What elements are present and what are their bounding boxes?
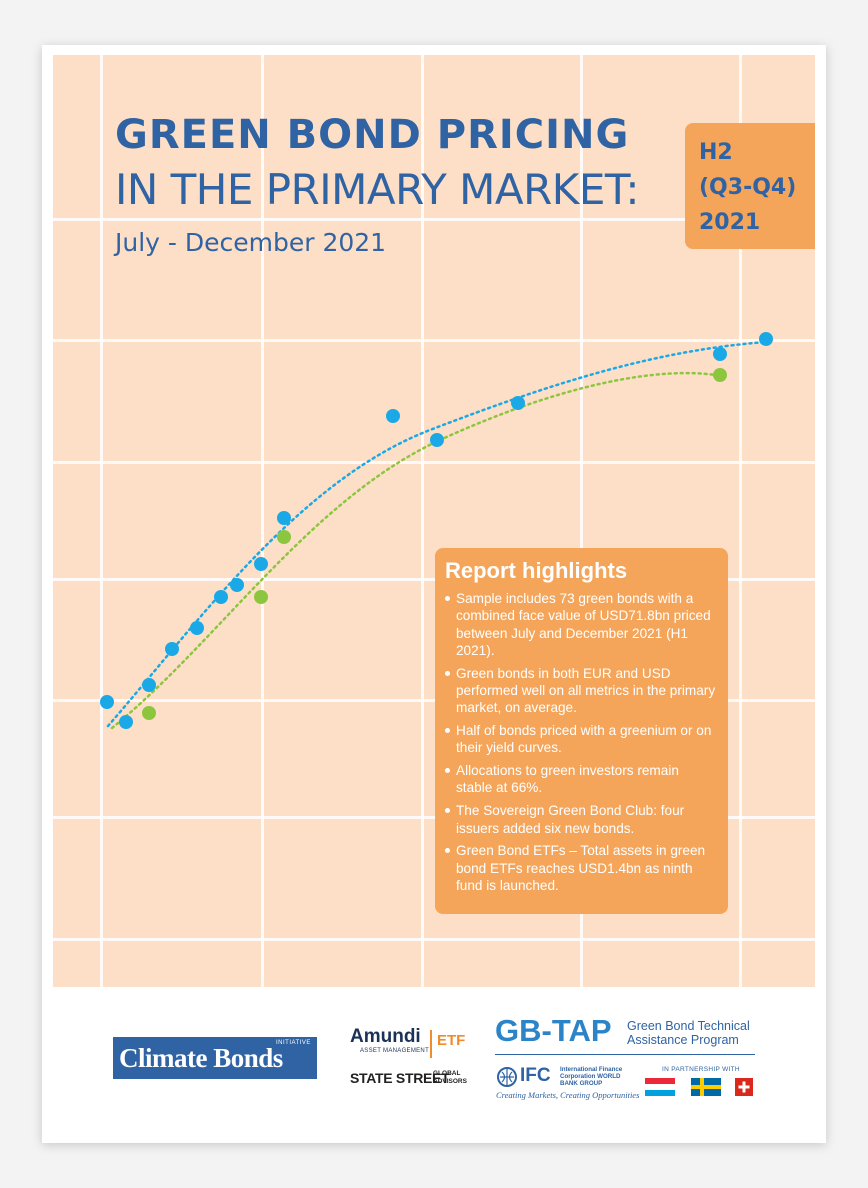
partnership-label: IN PARTNERSHIP WITH	[662, 1066, 740, 1073]
green-dot	[142, 706, 156, 720]
period-badge: H2 (Q3-Q4) 2021	[685, 123, 815, 249]
blue-dot	[511, 396, 525, 410]
amundi-subtitle: ASSET MANAGEMENT	[360, 1048, 430, 1054]
report-title-line2: IN THE PRIMARY MARKET:	[115, 165, 640, 214]
blue-dot	[713, 347, 727, 361]
grid-line	[53, 578, 815, 581]
green-dot	[713, 368, 727, 382]
highlight-item: Allocations to green investors remain st…	[445, 762, 716, 797]
divider	[495, 1054, 755, 1055]
period-half: H2	[699, 140, 733, 165]
grid-line	[53, 461, 815, 464]
highlight-item: Green Bond ETFs – Total assets in green …	[445, 842, 716, 894]
highlights-heading: Report highlights	[445, 558, 628, 583]
highlight-item: Green bonds in both EUR and USD performe…	[445, 665, 716, 717]
blue-dot	[100, 695, 114, 709]
logo-divider	[430, 1030, 432, 1058]
grid-line	[53, 938, 815, 941]
grid-line	[100, 55, 103, 987]
blue-dot	[119, 715, 133, 729]
blue-dot	[190, 621, 204, 635]
climate-bonds-initiative: INITIATIVE	[276, 1040, 311, 1046]
blue-dot	[165, 642, 179, 656]
report-highlights-box: Report highlights Sample includes 73 gre…	[435, 548, 728, 914]
highlight-item: Sample includes 73 green bonds with a co…	[445, 590, 716, 659]
grid-line	[739, 55, 742, 987]
gbtap-description: Green Bond Technical Assistance Program	[627, 1019, 750, 1047]
blue-dot	[386, 409, 400, 423]
blue-dot	[430, 433, 444, 447]
green-dot	[277, 530, 291, 544]
state-street-logo: STATE STREET	[350, 1070, 450, 1086]
grid-line	[53, 218, 815, 221]
luxembourg-flag-icon	[645, 1078, 675, 1096]
blue-dot	[759, 332, 773, 346]
report-title: GREEN BOND PRICING	[115, 112, 630, 158]
ifc-full-name: International Finance Corporation WORLD …	[560, 1066, 623, 1087]
ifc-tagline: Creating Markets, Creating Opportunities	[496, 1090, 640, 1100]
blue-dot	[142, 678, 156, 692]
sweden-flag-icon	[691, 1078, 721, 1096]
state-street-subtitle: GLOBAL ADVISORS	[433, 1070, 467, 1085]
period-year: 2021	[699, 210, 761, 235]
ifc-logo: IFC	[520, 1065, 551, 1086]
grid-line	[421, 55, 424, 987]
climate-bonds-name: Climate Bonds	[119, 1043, 283, 1073]
switzerland-flag-icon	[735, 1078, 753, 1096]
amundi-logo: Amundi	[350, 1026, 421, 1047]
world-bank-globe-icon	[497, 1067, 517, 1087]
etf-label: ETF	[437, 1032, 466, 1049]
blue-dot	[214, 590, 228, 604]
blue-dot	[254, 557, 268, 571]
highlights-list: Sample includes 73 green bonds with a co…	[445, 590, 716, 894]
highlight-item: The Sovereign Green Bond Club: four issu…	[445, 802, 716, 837]
period-quarters: (Q3-Q4)	[699, 175, 797, 200]
grid-line	[53, 699, 815, 702]
green-dot	[254, 590, 268, 604]
grid-line	[53, 339, 815, 342]
grid-line	[261, 55, 264, 987]
climate-bonds-logo: Climate Bonds INITIATIVE	[113, 1037, 317, 1079]
highlight-item: Half of bonds priced with a greenium or …	[445, 722, 716, 757]
green-trend-curve	[110, 371, 724, 730]
grid-line	[580, 55, 583, 987]
gbtap-logo: GB-TAP	[495, 1013, 612, 1048]
grid-line	[53, 816, 815, 819]
blue-dot	[230, 578, 244, 592]
report-period-subtitle: July - December 2021	[115, 228, 387, 257]
blue-dot	[277, 511, 291, 525]
blue-trend-curve	[106, 340, 768, 728]
